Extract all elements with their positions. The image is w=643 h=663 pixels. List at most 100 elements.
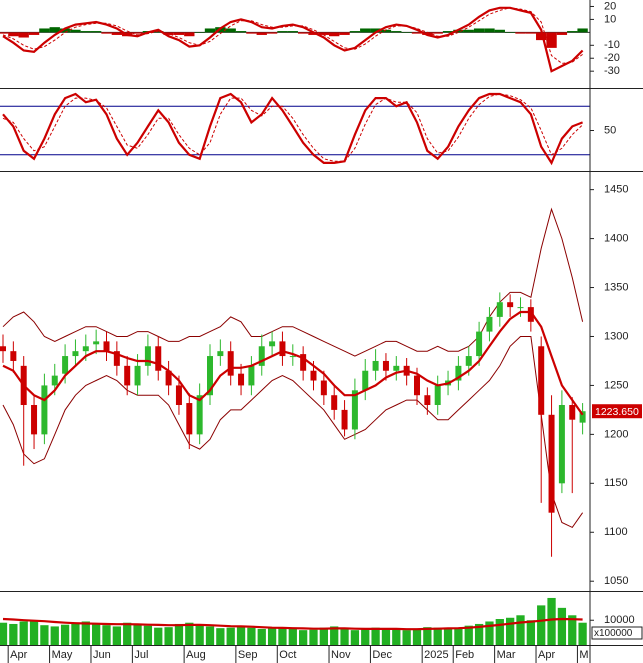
y-tick-label: 10 (604, 13, 616, 25)
candle-body (569, 405, 576, 420)
candle-body (207, 356, 213, 396)
x-tick-label: Oct (279, 649, 296, 661)
volume-bar (474, 623, 484, 645)
y-tick-label: 1450 (604, 184, 628, 196)
volume-bar (443, 628, 453, 645)
candle-body (258, 346, 265, 366)
candle-body (155, 346, 162, 371)
signal-line (2, 7, 583, 64)
candle-body (144, 346, 151, 366)
x-tick-label: Jul (134, 649, 148, 661)
histogram-bar (484, 28, 495, 33)
histogram-bar (308, 32, 319, 35)
histogram-bar (360, 28, 371, 33)
volume-bar (174, 623, 184, 645)
y-tick-label: 1100 (604, 526, 628, 538)
x-tick-label: Sep (238, 649, 258, 661)
candle-body (320, 380, 327, 396)
volume-bar (309, 629, 318, 645)
upper-band (2, 207, 584, 357)
volume-bar (123, 622, 132, 645)
x-tick-label: Nov (331, 649, 351, 661)
last-price-box (592, 404, 642, 419)
y-tick-label: 1300 (604, 330, 628, 342)
unit-box (591, 626, 643, 640)
histogram-bar (225, 28, 236, 33)
candle-body (465, 356, 472, 366)
candle-body (351, 390, 358, 430)
histogram-bar (515, 32, 526, 34)
volume-bar (92, 623, 101, 645)
volume-bar (288, 628, 297, 645)
histogram-bar (536, 32, 547, 41)
candle-body (82, 346, 89, 352)
candle-body (331, 395, 338, 410)
candle-body (269, 341, 276, 347)
volume-bar (102, 625, 111, 645)
volume-bar (506, 617, 515, 645)
volume-bar (578, 622, 587, 645)
candle-body (507, 302, 514, 308)
histogram-bar (153, 31, 164, 33)
volume-bar (81, 621, 90, 645)
volume-bar (9, 623, 18, 645)
volume-bar (568, 615, 577, 645)
d-line (2, 93, 583, 162)
candle-body (434, 385, 441, 406)
y-tick-label: 10000 (604, 614, 635, 626)
volume-bar (495, 619, 504, 645)
volume-bar (516, 615, 525, 645)
volume-bar (433, 627, 442, 645)
volume-bar (330, 626, 339, 645)
x-tick-label: Feb (455, 649, 474, 661)
volume-bar (247, 627, 256, 645)
histogram-bar (49, 27, 60, 33)
volume-bar (216, 628, 225, 645)
candle-body (527, 307, 534, 322)
histogram-bar (235, 31, 247, 33)
histogram-bar (80, 31, 91, 33)
histogram-bar (546, 32, 557, 48)
volume-bar (454, 627, 463, 645)
histogram-bar (204, 28, 216, 33)
y-tick-label: -30 (604, 65, 620, 77)
volume-bar (29, 620, 39, 645)
histogram-bar (411, 32, 423, 34)
volume-bar (392, 629, 401, 645)
volume-bar (319, 627, 328, 645)
volume-bar (226, 627, 235, 645)
histogram-bar (401, 32, 412, 33)
x-tick-label: May (52, 649, 73, 661)
volume-bar (299, 630, 308, 645)
candle-body (175, 385, 182, 406)
volume-bar (278, 627, 287, 645)
candle-body (279, 341, 286, 357)
histogram-bar (163, 32, 174, 35)
histogram-bar (0, 32, 9, 34)
y-tick-label: 1150 (604, 477, 628, 489)
x-tick-label: M (579, 649, 588, 661)
histogram-bar (111, 32, 123, 35)
volume-bar (50, 626, 59, 645)
histogram-bar (297, 32, 309, 34)
volume-average (2, 617, 583, 631)
volume-bar (71, 622, 80, 645)
candle-body (248, 365, 255, 386)
candle-body (496, 302, 503, 317)
y-tick-label: 20 (604, 0, 616, 12)
histogram-bar (556, 32, 568, 35)
histogram-bar (8, 32, 19, 37)
histogram-bar (132, 32, 143, 34)
y-tick-label: 1400 (604, 232, 628, 244)
candle-body (0, 346, 6, 352)
volume-bar (381, 628, 391, 645)
y-tick-label: 1250 (604, 379, 628, 391)
candle-body (113, 351, 120, 366)
k-line (2, 92, 583, 166)
x-tick-label: Dec (372, 649, 392, 661)
histogram-bar (349, 31, 361, 33)
x-tick-label: Apr (10, 649, 27, 661)
y-tick-label: 1200 (604, 428, 628, 440)
candle-body (558, 405, 565, 484)
